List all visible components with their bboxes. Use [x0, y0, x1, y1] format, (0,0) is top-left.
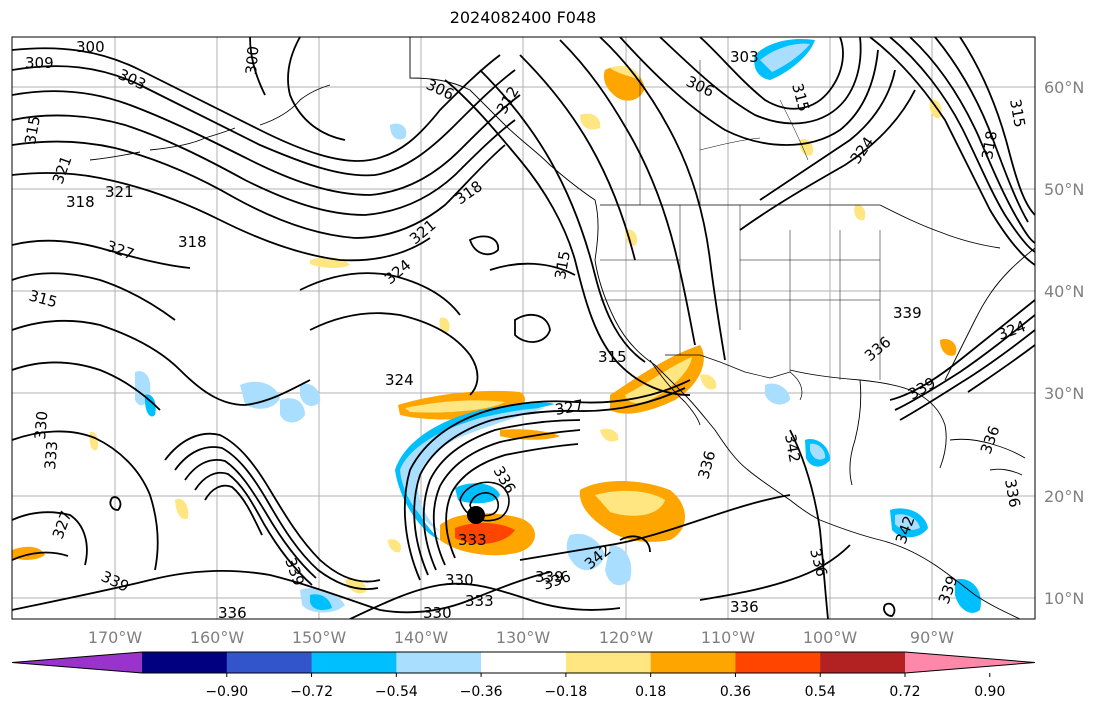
colorbar-swatch [565, 652, 652, 673]
longitude-label: 110°W [701, 628, 756, 647]
latitude-label: 40°N [1044, 282, 1084, 301]
colorbar-tick-label: −0.18 [544, 684, 587, 700]
map-title: 2024082400 F048 [449, 8, 597, 27]
contour-label: 330 [445, 571, 474, 589]
longitude-label: 90°W [910, 628, 954, 647]
contour-label: 330 [31, 410, 51, 440]
colorbar-tick-label: −0.36 [460, 684, 503, 700]
colorbar-swatch [481, 652, 567, 673]
contour-label: 324 [385, 371, 414, 389]
contour-label: 300 [242, 45, 262, 75]
contour-label: 330 [423, 604, 452, 622]
longitude-labels: 170°W 160°W 150°W 140°W 130°W 120°W 110°… [88, 628, 954, 647]
colorbar-swatch [142, 652, 228, 673]
contour-label: 318 [178, 233, 207, 251]
colorbar-outline [11, 651, 1036, 674]
colorbar-extend-high [905, 652, 1035, 673]
latitude-label: 50°N [1044, 180, 1084, 199]
longitude-label: 130°W [496, 628, 551, 647]
contour-label: 333 [41, 440, 61, 470]
colorbar-tick-label: −0.54 [375, 684, 418, 700]
contour-label: 333 [458, 531, 487, 549]
contour-label: 315 [1006, 98, 1029, 129]
colorbar-swatch [226, 652, 313, 673]
contour-label: 315 [551, 249, 574, 280]
colorbar-swatch [311, 652, 397, 673]
colorbar-tick-label: −0.90 [205, 684, 248, 700]
longitude-label: 150°W [292, 628, 347, 647]
latitude-label: 30°N [1044, 384, 1084, 403]
colorbar: −0.90 −0.72 −0.54 −0.36 −0.18 0.18 0.36 0.54 0.7… [11, 651, 1036, 700]
contour-label: 315 [21, 114, 44, 145]
colorbar-tick-label: 0.36 [720, 684, 751, 700]
contour-label: 336 [218, 604, 247, 622]
latitude-label: 60°N [1044, 78, 1084, 97]
contour-label: 336 [730, 598, 759, 616]
colorbar-extend-low [12, 652, 142, 673]
contour-label: 309 [25, 54, 54, 72]
contour-label: 303 [730, 48, 759, 66]
coastlines [89, 37, 1035, 619]
contour-lines [12, 37, 1035, 619]
colorbar-tick-label: 0.54 [805, 684, 836, 700]
colorbar-tick-label: 0.18 [635, 684, 666, 700]
shaded-field [12, 38, 981, 613]
longitude-label: 160°W [190, 628, 245, 647]
colorbar-tick-label: 0.90 [974, 684, 1005, 700]
longitude-label: 100°W [803, 628, 858, 647]
contour-label: 333 [465, 592, 494, 610]
contour-label: 342 [781, 433, 804, 464]
colorbar-swatch [820, 652, 906, 673]
longitude-label: 120°W [599, 628, 654, 647]
colorbar-swatch [396, 652, 482, 673]
contour-label: 318 [978, 129, 1001, 160]
map-frame [11, 36, 1036, 620]
longitude-label: 170°W [88, 628, 143, 647]
latitude-labels: 60°N 50°N 40°N 30°N 20°N 10°N [1044, 78, 1084, 608]
colorbar-swatch [735, 652, 821, 673]
contour-label: 327 [554, 396, 585, 419]
colorbar-tick-label: 0.72 [889, 684, 920, 700]
colorbar-swatch [650, 652, 736, 673]
latitude-label: 10°N [1044, 589, 1084, 608]
storm-center-marker [467, 506, 485, 524]
contour-label: 339 [893, 304, 922, 322]
contour-label: 336 [1001, 478, 1024, 509]
contour-label: 300 [76, 38, 105, 56]
contour-label: 318 [66, 193, 95, 211]
latitude-label: 20°N [1044, 487, 1084, 506]
colorbar-tick-label: −0.72 [290, 684, 333, 700]
contour-label: 339 [535, 568, 564, 586]
contour-label: 321 [105, 183, 134, 201]
longitude-label: 140°W [394, 628, 449, 647]
contour-label: 315 [598, 348, 627, 366]
